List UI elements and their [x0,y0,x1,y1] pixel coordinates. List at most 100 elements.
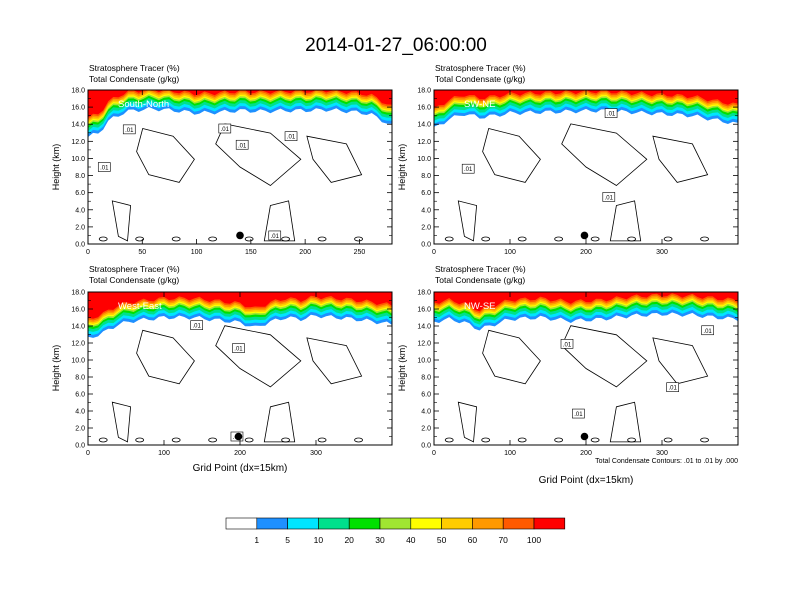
contour-label: .01 [563,342,572,348]
tracer-band [88,292,392,323]
contour-label: .01 [574,412,583,418]
contour-line [111,200,132,242]
x-axis-label: Grid Point (dx=15km) [539,475,634,486]
contour-label: .01 [605,195,614,201]
x-tick-label: 150 [245,249,257,256]
x-tick-label: 0 [432,450,436,457]
contour-line [136,329,195,385]
contour-label: .01 [607,112,616,118]
tracer-band [88,292,392,319]
contour-label: .01 [703,329,712,335]
panel-nw-se: Stratosphere Tracer (%) Total Condensate… [397,264,739,486]
x-tick-label: 250 [354,249,366,256]
y-tick-label: 8.0 [75,375,85,382]
location-dot [234,432,243,441]
colorbar-label: 100 [527,535,541,545]
contour-line [135,437,145,443]
contour-line [482,329,541,385]
contour-line [135,236,145,242]
panel-label: SW-NE [464,99,496,110]
x-tick-label: 300 [310,450,322,457]
x-tick-label: 100 [158,450,170,457]
colorbar-label: 70 [498,535,508,545]
y-tick-label: 6.0 [421,392,431,399]
y-axis-label: Height (km) [51,345,61,392]
colorbar: 1 5 10 20 30 40 50 60 70 100 [225,517,566,545]
y-tick-label: 4.0 [75,409,85,416]
contour-label-box [461,163,475,174]
y-tick-label: 18.0 [417,88,431,95]
location-dot [580,432,589,441]
y-tick-label: 16.0 [417,307,431,314]
contour-line [444,437,454,443]
x-axis-label: Grid Point (dx=15km) [193,463,288,474]
contour-line [663,437,673,443]
y-tick-label: 16.0 [71,307,85,314]
condensate-contours [98,325,363,443]
y-tick-label: 18.0 [71,88,85,95]
colorbar-label: 50 [437,535,447,545]
x-tick-label: 0 [86,450,90,457]
plot-area: .01 .01 .01 .01 NW-SE 0.0 2.0 4.0 6.0 8.0 10.0 12.0… [417,290,739,457]
x-tick-label: 300 [656,249,668,256]
colorbar-box [318,517,350,530]
contour-line [517,236,527,242]
contour-label-box [97,162,111,172]
contour-line [215,123,302,186]
panel-title-line2: Total Condensate (g/kg) [435,275,525,285]
x-tick-label: 100 [504,249,516,256]
y-tick-label: 12.0 [71,341,85,348]
colorbar-box [287,517,319,530]
contour-line [171,236,181,242]
contour-label-box [268,230,282,241]
contour-label: .01 [193,324,202,330]
contour-line [136,128,195,183]
panel-title-line1: Stratosphere Tracer (%) [435,264,526,274]
y-tick-label: 16.0 [417,105,431,112]
contour-note: Total Condensate Contours: .01 to .01 by… [595,458,738,465]
y-tick-label: 2.0 [75,224,85,231]
y-tick-label: 10.0 [71,156,85,163]
colorbar-box [256,517,288,530]
contour-line [700,236,709,242]
x-tick-label: 50 [138,249,146,256]
y-tick-label: 6.0 [75,190,85,197]
y-tick-label: 0.0 [421,443,431,450]
contour-line [457,401,478,443]
contour-line [481,437,491,443]
y-tick-label: 10.0 [417,156,431,163]
contour-line [306,135,363,183]
contour-line [457,200,478,242]
contour-line [208,437,218,443]
y-tick-label: 6.0 [75,392,85,399]
y-tick-label: 2.0 [421,426,431,433]
contour-label-box [122,124,136,135]
contour-label-box [604,108,618,118]
panel-title-line1: Stratosphere Tracer (%) [89,63,180,73]
y-tick-label: 0.0 [75,242,85,249]
contour-line [663,236,673,242]
contour-line [590,236,600,242]
y-tick-label: 8.0 [75,173,85,180]
contour-line [444,236,454,242]
panel-label: South-North [118,99,169,110]
contour-line [208,236,218,242]
y-tick-label: 4.0 [75,207,85,214]
contour-label: .01 [221,127,230,133]
contour-label-box [190,320,203,330]
colorbar-label: 10 [314,535,324,545]
y-tick-label: 8.0 [421,375,431,382]
contour-line [263,200,296,242]
y-tick-label: 6.0 [421,190,431,197]
x-tick-label: 200 [299,249,311,256]
y-tick-label: 8.0 [421,173,431,180]
y-tick-label: 10.0 [71,358,85,365]
contour-label-box [560,339,574,349]
contour-label: .01 [125,128,134,134]
contour-line [111,401,132,443]
contour-line [354,437,363,443]
contour-line [609,200,642,242]
y-axis-label: Height (km) [397,345,407,392]
contour-line [554,437,564,443]
